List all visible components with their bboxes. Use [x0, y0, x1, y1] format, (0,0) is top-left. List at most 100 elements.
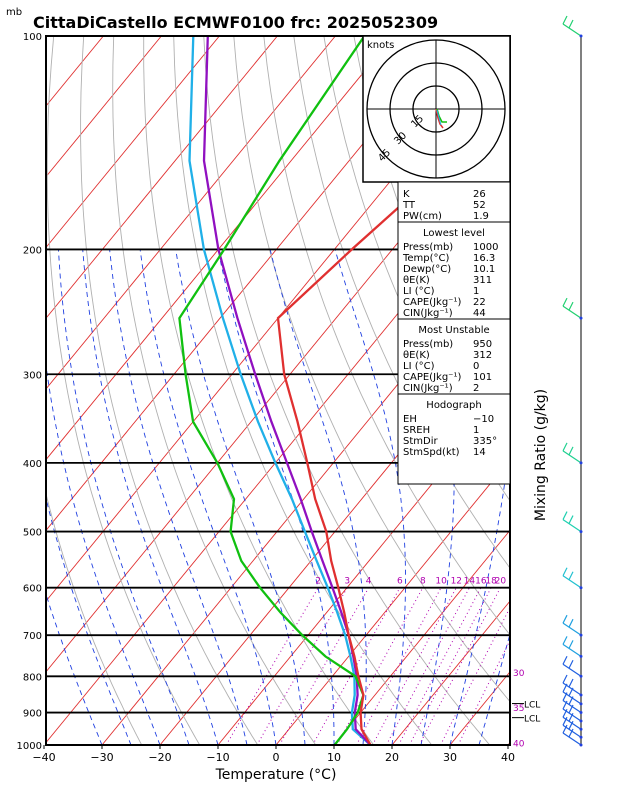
mixing-ratio-label: 18 — [485, 577, 497, 587]
index-label: Dewp(°C) — [403, 264, 451, 275]
profile-temperature — [276, 97, 510, 745]
index-value: −10 — [473, 414, 494, 425]
wind-barb-feather — [568, 19, 574, 29]
index-label: Temp(°C) — [402, 253, 450, 264]
wind-barb-dot — [579, 586, 583, 590]
wind-barb — [562, 691, 582, 705]
section-title: Hodograph — [426, 400, 481, 411]
wind-barb-feather — [568, 678, 574, 688]
wind-barb — [562, 732, 582, 746]
wind-barb-dot — [579, 654, 583, 658]
mixing-ratio-line — [440, 606, 510, 745]
profile-curves — [178, 36, 510, 745]
pressure-tick-label: 200 — [23, 245, 42, 256]
unit-mark: mb — [6, 7, 22, 18]
wind-barb — [562, 23, 582, 37]
moist-adiabat — [175, 249, 306, 745]
mixing-ratio-line — [398, 587, 482, 745]
mixing-ratio-line — [385, 587, 470, 745]
lcl-label: LCL — [524, 701, 540, 711]
mixing-ratio-label: 8 — [420, 577, 426, 587]
hodo-trace-red — [435, 108, 444, 129]
dry-adiabat — [503, 36, 510, 56]
pressure-tick-label: 1000 — [17, 741, 42, 752]
x-tick-label: 40 — [501, 751, 515, 764]
dry-adiabat — [112, 36, 317, 745]
moist-adiabat — [217, 249, 335, 745]
wind-barb-feather — [568, 720, 574, 730]
wind-barb-dot — [579, 719, 583, 723]
dry-adiabat — [594, 36, 618, 745]
wind-barb-feather — [568, 301, 574, 311]
x-tick-label: −20 — [148, 751, 171, 764]
wind-barb-feather — [568, 660, 574, 669]
wind-barb-feather — [562, 297, 568, 307]
wind-barb — [562, 700, 582, 714]
wind-barb — [562, 575, 582, 589]
wind-barb-feather — [562, 442, 568, 452]
wind-barb-feather — [568, 640, 574, 649]
dry-adiabat — [263, 36, 510, 636]
wind-barb-feather — [568, 728, 574, 738]
isotherm-line — [46, 36, 452, 532]
wind-barb-dot — [579, 461, 583, 465]
wind-barb-feather — [562, 15, 568, 25]
mixing-ratio-label: 4 — [366, 577, 372, 587]
indices-box — [397, 181, 511, 485]
index-value: 950 — [473, 339, 492, 350]
wind-barb-feather — [562, 656, 568, 665]
index-value: 10.1 — [473, 264, 495, 275]
moist-adiabat — [46, 592, 103, 745]
isotherm-line — [333, 529, 510, 745]
index-label: CIN(Jkg⁻¹) — [403, 383, 453, 394]
pressure-tick-label: 700 — [23, 631, 42, 642]
mixing-ratio-line — [409, 587, 492, 745]
wind-barb-feather — [568, 515, 574, 524]
wind-barb-dot — [579, 633, 583, 637]
index-label: EH — [403, 414, 417, 425]
dry-adiabat — [564, 36, 618, 745]
mixing-ratio-line — [256, 587, 348, 745]
index-value: 0 — [473, 361, 479, 372]
isotherm-line — [275, 458, 510, 745]
dry-adiabat — [80, 36, 259, 745]
wind-barb-dot — [579, 674, 583, 678]
mixing-ratio-label: 16 — [475, 577, 487, 587]
index-label: StmDir — [403, 436, 438, 447]
isotherm-line — [46, 175, 510, 744]
isotherm-line — [391, 600, 510, 745]
isotherm-line — [566, 36, 618, 745]
wind-barb-feather — [562, 674, 568, 684]
index-label: CAPE(Jkg⁻¹) — [403, 297, 461, 308]
index-value: 1 — [473, 425, 479, 436]
y-axis-label: Mixing Ratio (g/kg) — [533, 389, 549, 521]
mixing-ratio-label: 3 — [344, 577, 350, 587]
side-isotherm-label: 40 — [513, 740, 525, 750]
index-label: TT — [402, 200, 416, 211]
section-title: Most Unstable — [418, 325, 489, 336]
dry-adiabat — [143, 36, 375, 745]
profile-parcel — [202, 36, 372, 745]
wind-barb — [562, 519, 582, 533]
mixing-ratio-label: 12 — [451, 577, 462, 587]
moist-adiabat — [478, 632, 510, 745]
wind-barb-dot — [579, 743, 583, 747]
wind-barb-feather — [562, 716, 568, 726]
pressure-tick-label: 600 — [23, 584, 42, 595]
hodograph: knots 15 30 45 — [362, 35, 511, 183]
pressure-tick-label: 100 — [23, 32, 42, 43]
mixing-ratio-line — [225, 587, 319, 745]
mixing-ratio-line — [279, 587, 370, 745]
mixing-ratio-label: 2 — [315, 577, 321, 587]
wind-barb-feather — [562, 636, 568, 645]
wind-barb — [562, 724, 582, 738]
x-tick-label: −30 — [90, 751, 113, 764]
pressure-tick-label: 900 — [23, 709, 42, 720]
wind-barb-dot — [579, 316, 583, 320]
background-lines — [46, 36, 618, 745]
index-value: 1000 — [473, 242, 498, 253]
chart-title: CittaDiCastello ECMWF0100 frc: 202505230… — [33, 13, 438, 32]
wind-barb-feather — [568, 618, 574, 628]
mixing-ratio-label: 10 — [435, 577, 447, 587]
pressure-tick-label: 500 — [23, 528, 42, 539]
